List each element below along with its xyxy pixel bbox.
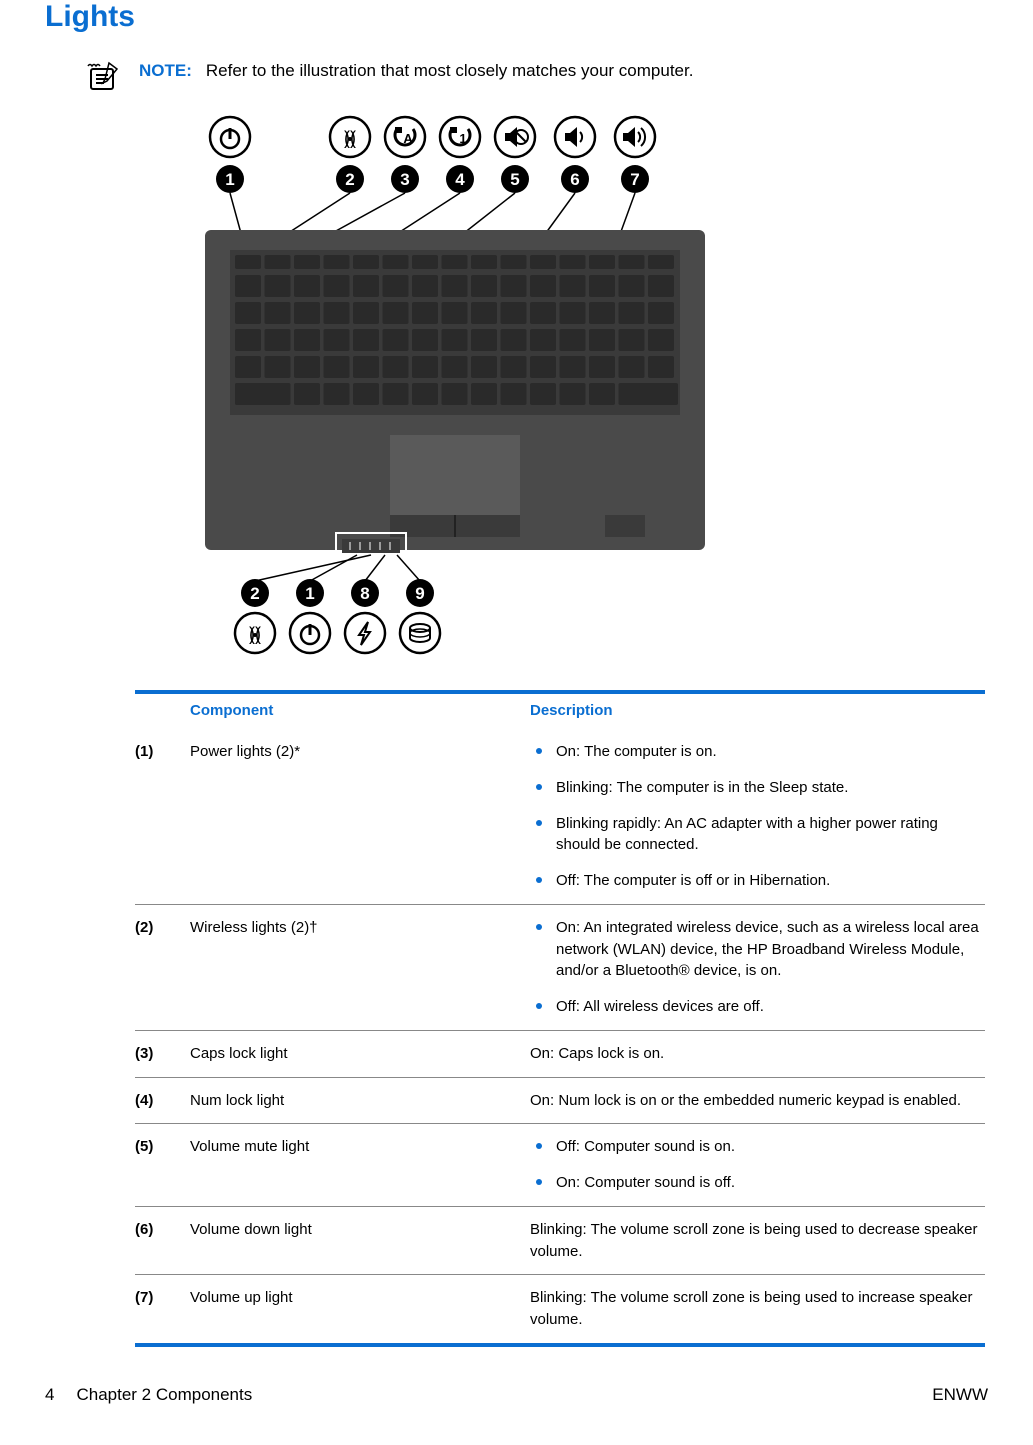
- bullet-icon: [536, 820, 542, 826]
- row-number: (7): [135, 1275, 190, 1345]
- component-description: On: The computer is on. Blinking: The com…: [530, 729, 985, 904]
- components-table: Component Description (1)Power lights (2…: [135, 690, 985, 1347]
- note-body: Refer to the illustration that most clos…: [206, 61, 694, 80]
- description-item: Off: All wireless devices are off.: [530, 996, 979, 1018]
- description-item: On: Computer sound is off.: [530, 1172, 979, 1194]
- page-number: 4: [45, 1385, 54, 1405]
- svg-text:1: 1: [459, 131, 466, 146]
- description-item: Off: The computer is off or in Hibernati…: [530, 870, 979, 892]
- bullet-icon: [536, 877, 542, 883]
- row-number: (1): [135, 729, 190, 904]
- table-row: (4)Num lock lightOn: Num lock is on or t…: [135, 1077, 985, 1124]
- component-name: Caps lock light: [190, 1030, 530, 1077]
- svg-text:4: 4: [455, 170, 465, 189]
- bullet-icon: [536, 748, 542, 754]
- svg-text:((: ((: [249, 624, 261, 644]
- component-name: Volume up light: [190, 1275, 530, 1345]
- bullet-icon: [536, 1179, 542, 1185]
- description-text: Off: Computer sound is on.: [556, 1136, 735, 1158]
- component-name: Num lock light: [190, 1077, 530, 1124]
- component-description: Blinking: The volume scroll zone is bein…: [530, 1275, 985, 1345]
- row-number: (5): [135, 1124, 190, 1207]
- note-text: NOTE: Refer to the illustration that most…: [139, 59, 693, 83]
- description-text: On: Computer sound is off.: [556, 1172, 735, 1194]
- row-number: (2): [135, 904, 190, 1030]
- footer-right: ENWW: [932, 1385, 988, 1405]
- table-row: (2)Wireless lights (2)† On: An integrated…: [135, 904, 985, 1030]
- table-row: (6)Volume down lightBlinking: The volume…: [135, 1206, 985, 1275]
- component-description: Off: Computer sound is on. On: Computer s…: [530, 1124, 985, 1207]
- description-text: Blinking: The computer is in the Sleep s…: [556, 777, 848, 799]
- description-item: Off: Computer sound is on.: [530, 1136, 979, 1158]
- svg-text:A: A: [403, 131, 413, 146]
- description-item: Blinking rapidly: An AC adapter with a h…: [530, 813, 979, 857]
- description-item: On: The computer is on.: [530, 741, 979, 763]
- component-name: Power lights (2)*: [190, 729, 530, 904]
- bullet-icon: [536, 1003, 542, 1009]
- bullet-icon: [536, 1143, 542, 1149]
- component-description: On: An integrated wireless device, such …: [530, 904, 985, 1030]
- component-description: Blinking: The volume scroll zone is bein…: [530, 1206, 985, 1275]
- page-footer: 4 Chapter 2 Components ENWW: [45, 1385, 988, 1405]
- page-title: Lights: [45, 0, 988, 34]
- laptop-illustration: (( (( A 1 1 2 3 4 5 6 7: [175, 115, 988, 660]
- table-row: (1)Power lights (2)*On: The computer is …: [135, 729, 985, 904]
- component-name: Volume mute light: [190, 1124, 530, 1207]
- table-header-description: Description: [530, 694, 985, 729]
- bullet-icon: [536, 924, 542, 930]
- component-name: Volume down light: [190, 1206, 530, 1275]
- table-header-component: Component: [190, 694, 530, 729]
- table-row: (5)Volume mute lightOff: Computer sound …: [135, 1124, 985, 1207]
- description-text: Blinking rapidly: An AC adapter with a h…: [556, 813, 979, 857]
- note-label: NOTE:: [139, 61, 192, 80]
- chapter-label: Chapter 2 Components: [76, 1385, 252, 1405]
- svg-text:1: 1: [305, 584, 314, 603]
- svg-text:2: 2: [345, 170, 354, 189]
- row-number: (3): [135, 1030, 190, 1077]
- row-number: (4): [135, 1077, 190, 1124]
- description-text: On: An integrated wireless device, such …: [556, 917, 979, 982]
- component-name: Wireless lights (2)†: [190, 904, 530, 1030]
- table-row: (7)Volume up lightBlinking: The volume s…: [135, 1275, 985, 1345]
- description-text: On: The computer is on.: [556, 741, 717, 763]
- svg-text:7: 7: [630, 170, 639, 189]
- table-header-spacer: [135, 694, 190, 729]
- description-text: Off: All wireless devices are off.: [556, 996, 764, 1018]
- svg-text:1: 1: [225, 170, 234, 189]
- description-text: Off: The computer is off or in Hibernati…: [556, 870, 830, 892]
- row-number: (6): [135, 1206, 190, 1275]
- component-description: On: Num lock is on or the embedded numer…: [530, 1077, 985, 1124]
- svg-text:3: 3: [400, 170, 409, 189]
- svg-text:2: 2: [250, 584, 259, 603]
- description-item: On: An integrated wireless device, such …: [530, 917, 979, 982]
- svg-text:((: ((: [344, 128, 356, 148]
- description-item: Blinking: The computer is in the Sleep s…: [530, 777, 979, 799]
- svg-text:6: 6: [570, 170, 579, 189]
- component-description: On: Caps lock is on.: [530, 1030, 985, 1077]
- table-row: (3)Caps lock lightOn: Caps lock is on.: [135, 1030, 985, 1077]
- note-icon: [85, 59, 121, 95]
- svg-text:5: 5: [510, 170, 519, 189]
- bullet-icon: [536, 784, 542, 790]
- svg-text:8: 8: [360, 584, 369, 603]
- note-block: NOTE: Refer to the illustration that most…: [85, 59, 988, 95]
- svg-text:9: 9: [415, 584, 424, 603]
